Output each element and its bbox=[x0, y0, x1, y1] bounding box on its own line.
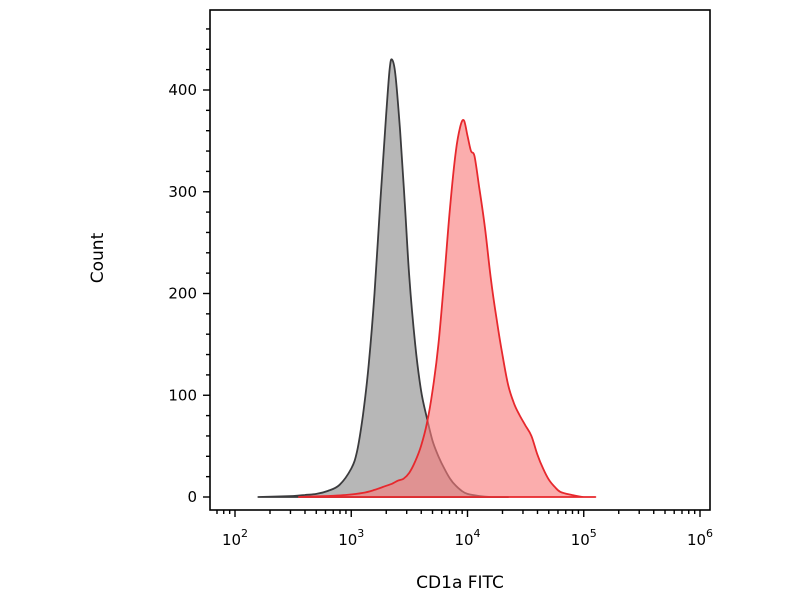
y-tick-label: 0 bbox=[187, 488, 197, 506]
x-tick-label: 104 bbox=[454, 527, 480, 549]
x-axis-label: CD1a FITC bbox=[416, 573, 504, 593]
x-tick-label: 103 bbox=[338, 527, 364, 549]
x-tick-label: 102 bbox=[222, 527, 248, 549]
y-tick-label: 300 bbox=[168, 183, 197, 201]
chart-plot-area: 102 103 104 105 106 0 100 200 300 400 bbox=[168, 9, 713, 549]
y-axis-label: Count bbox=[88, 232, 108, 283]
x-tick-label: 105 bbox=[571, 527, 597, 549]
plot-frame bbox=[209, 9, 711, 511]
y-tick-label: 100 bbox=[168, 386, 197, 404]
series-CD1a-FITC-stained-population bbox=[298, 118, 597, 498]
y-tick-label: 200 bbox=[168, 285, 197, 303]
x-tick-label: 106 bbox=[687, 527, 713, 549]
y-tick-label: 400 bbox=[168, 81, 197, 99]
